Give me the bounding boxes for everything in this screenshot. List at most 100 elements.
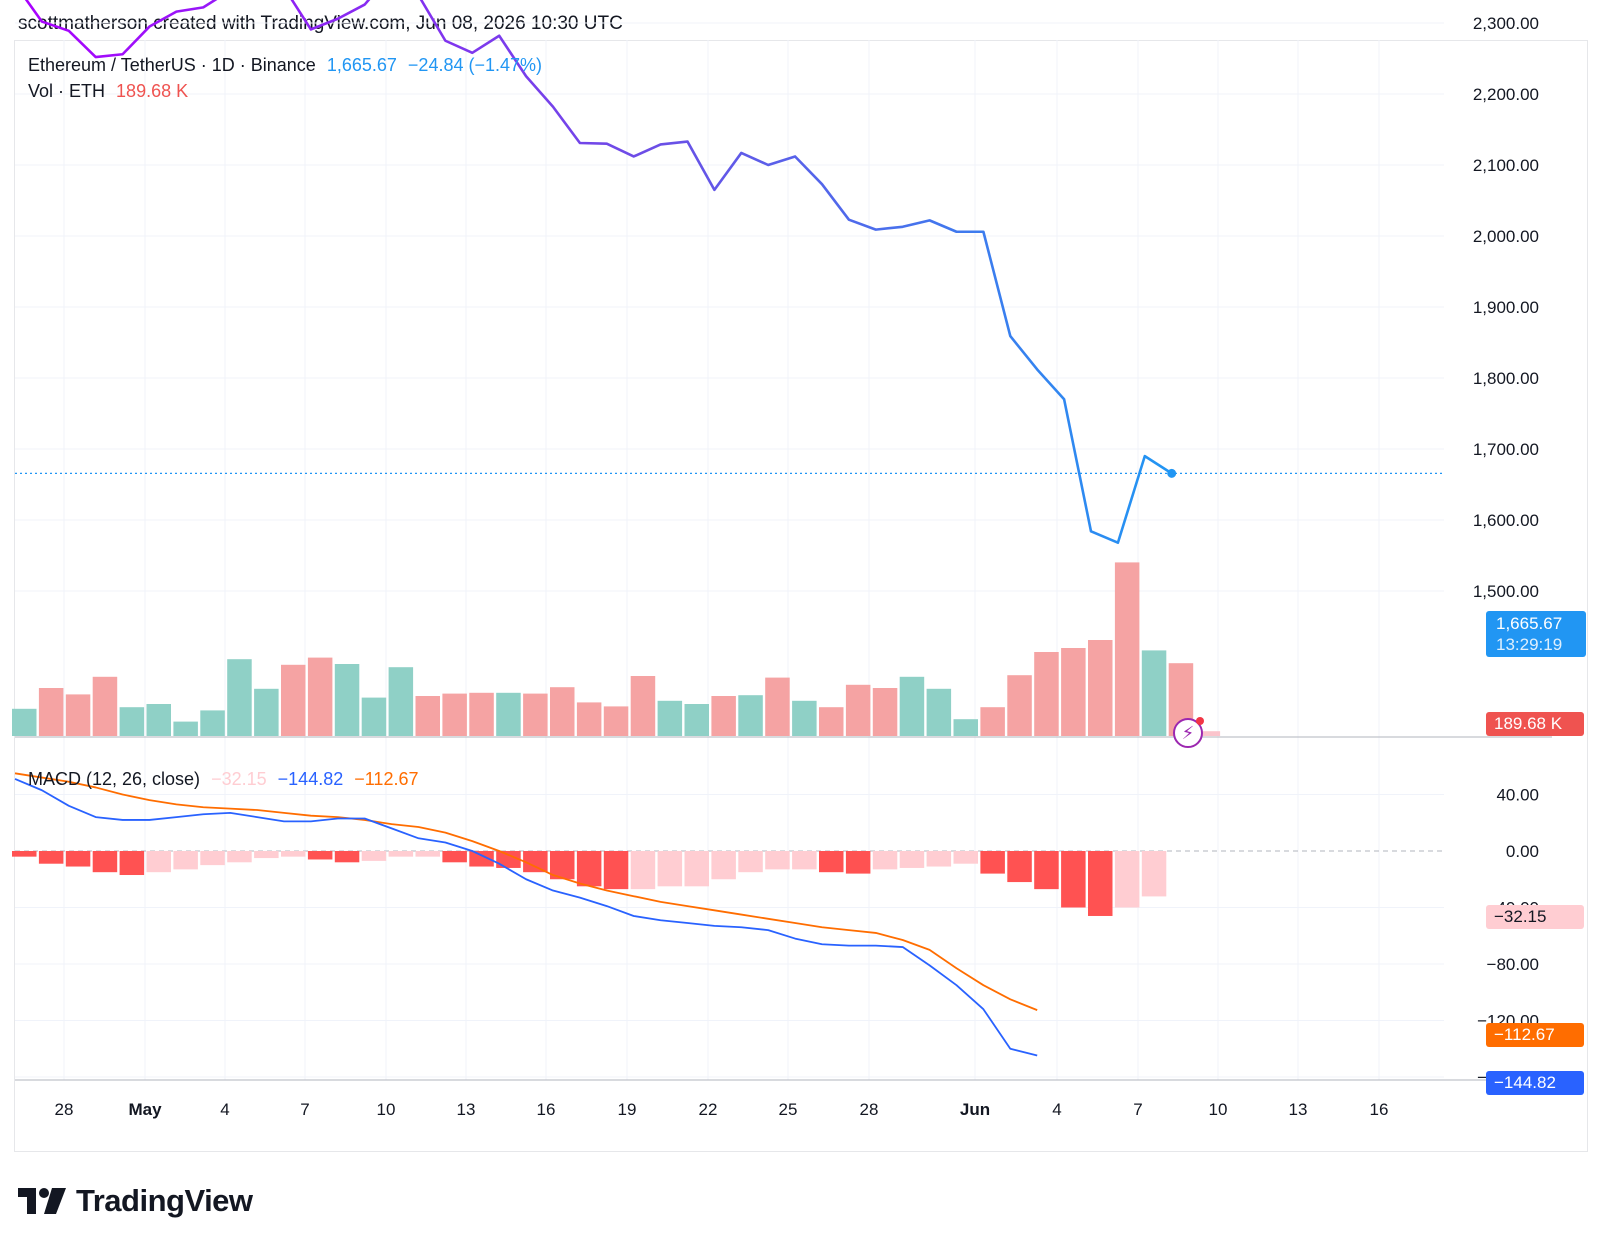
time-tick-label: 28 [55, 1100, 74, 1119]
volume-bar [254, 688, 279, 736]
macd-histogram-bar [65, 851, 91, 867]
time-tick-label: 4 [1052, 1100, 1061, 1119]
legend-vol-label[interactable]: Vol · ETH [28, 81, 106, 101]
macd-histogram-bar [227, 851, 252, 863]
time-tick-label: 16 [1370, 1100, 1389, 1119]
macd-histogram-bar [576, 851, 602, 887]
time-tick-label: Jun [960, 1100, 990, 1119]
macd-histogram-bar [12, 851, 37, 857]
notification-dot [1196, 717, 1204, 725]
volume-bar [630, 676, 656, 736]
volume-bar [1034, 652, 1059, 736]
price-tick-label: 1,600.00 [1473, 511, 1539, 530]
price-tick-label: 2,200.00 [1473, 85, 1539, 104]
time-tick-label: May [128, 1100, 162, 1119]
macd-histogram-bar [496, 851, 521, 868]
bar-countdown: 13:29:19 [1496, 635, 1563, 654]
volume-bar [1114, 562, 1140, 736]
macd-histogram-bar [388, 851, 414, 857]
legend-macd-label[interactable]: MACD (12, 26, close) [28, 769, 201, 789]
tradingview-logo[interactable]: TradingView [18, 1183, 253, 1219]
legend-macd[interactable]: MACD (12, 26, close) −32.15 −144.82 −112… [28, 769, 424, 790]
volume-bar [388, 667, 414, 736]
time-tick-label: 7 [300, 1100, 309, 1119]
volume-bar [1088, 640, 1113, 736]
macd-histogram-bar [146, 851, 171, 873]
macd-histogram-bar [281, 851, 306, 857]
time-tick-label: 25 [779, 1100, 798, 1119]
volume-bar [684, 704, 709, 736]
volume-bar [38, 688, 64, 736]
macd-histogram-bar [1141, 851, 1167, 897]
price-line [15, 0, 1444, 545]
macd-line-tag: −144.82 [1486, 1071, 1584, 1095]
macd-histogram-bar [119, 851, 145, 876]
macd-histogram-bar [361, 851, 387, 861]
macd-histogram-bar [38, 851, 64, 864]
volume-bar [576, 702, 602, 736]
macd-histogram-bar [1007, 851, 1032, 883]
legend-macd-signal: −112.67 [354, 769, 419, 789]
time-tick-label: 28 [860, 1100, 879, 1119]
macd-histogram-bar [1034, 851, 1059, 890]
last-price-dot [1167, 468, 1177, 478]
macd-histogram-bar [173, 851, 198, 870]
logo-text: TradingView [76, 1183, 253, 1218]
axes: 1,500.00 1,600.00 1,700.00 1,800.00 1,900.00… [15, 14, 1552, 1119]
macd-histogram-bar [92, 851, 118, 873]
volume-bar [738, 695, 763, 736]
macd-main-line [14, 778, 1038, 1057]
volume-bar [415, 696, 440, 736]
price-tick-label: 2,000.00 [1473, 227, 1539, 246]
volume-bar [657, 700, 683, 736]
time-tick-label: 7 [1133, 1100, 1142, 1119]
volume-bar [1061, 648, 1086, 736]
macd-signal-tag: −112.67 [1486, 1023, 1584, 1047]
macd-histogram-bar [765, 851, 790, 870]
macd-histogram-bar [953, 851, 978, 864]
macd-histogram-bar [334, 851, 360, 863]
macd-histogram-bar [307, 851, 333, 860]
time-tick-label: 16 [537, 1100, 556, 1119]
macd-histogram-bar [630, 851, 656, 890]
legend-macd-hist: −32.15 [211, 769, 267, 789]
volume-bars [12, 562, 1221, 736]
volume-bar [980, 707, 1005, 736]
volume-bar [1195, 731, 1221, 736]
time-tick-label: 13 [457, 1100, 476, 1119]
legend-main[interactable]: Ethereum / TetherUS · 1D · Binance 1,665… [28, 55, 548, 76]
macd-histogram-bar [926, 851, 952, 867]
legend-symbol[interactable]: Ethereum / TetherUS · 1D · Binance [28, 55, 316, 75]
time-tick-label: 10 [1209, 1100, 1228, 1119]
macd-histogram-bar [442, 851, 467, 863]
macd-histogram-bar [415, 851, 440, 857]
macd-histogram-bar [980, 851, 1005, 874]
volume-bar [711, 696, 736, 736]
volume-bar [469, 692, 494, 736]
macd-histogram-bar [684, 851, 709, 887]
macd-histogram-bar [738, 851, 763, 873]
price-tick-label: 1,500.00 [1473, 582, 1539, 601]
volume-bar [550, 687, 575, 736]
tv-mark-icon [18, 1188, 66, 1214]
legend-volume[interactable]: Vol · ETH 189.68 K [28, 81, 194, 102]
time-tick-label: 4 [220, 1100, 229, 1119]
chart-frame[interactable] [14, 40, 1588, 1152]
macd-histogram-bar [845, 851, 871, 874]
volume-bar [200, 710, 225, 736]
macd-histogram-bar [523, 851, 548, 873]
volume-bar [173, 721, 198, 736]
volume-bar [334, 664, 360, 736]
volume-bar [1141, 650, 1167, 736]
grid [15, 22, 1444, 1080]
macd-tick-label: −80.00 [1487, 955, 1539, 974]
volume-bar [872, 688, 898, 736]
price-tick-label: 2,300.00 [1473, 14, 1539, 33]
volume-bar [496, 692, 521, 736]
volume-bar [819, 707, 844, 736]
price-tick-label: 2,100.00 [1473, 156, 1539, 175]
time-tick-label: 22 [699, 1100, 718, 1119]
volume-bar [523, 693, 548, 736]
volume-bar [227, 659, 252, 736]
